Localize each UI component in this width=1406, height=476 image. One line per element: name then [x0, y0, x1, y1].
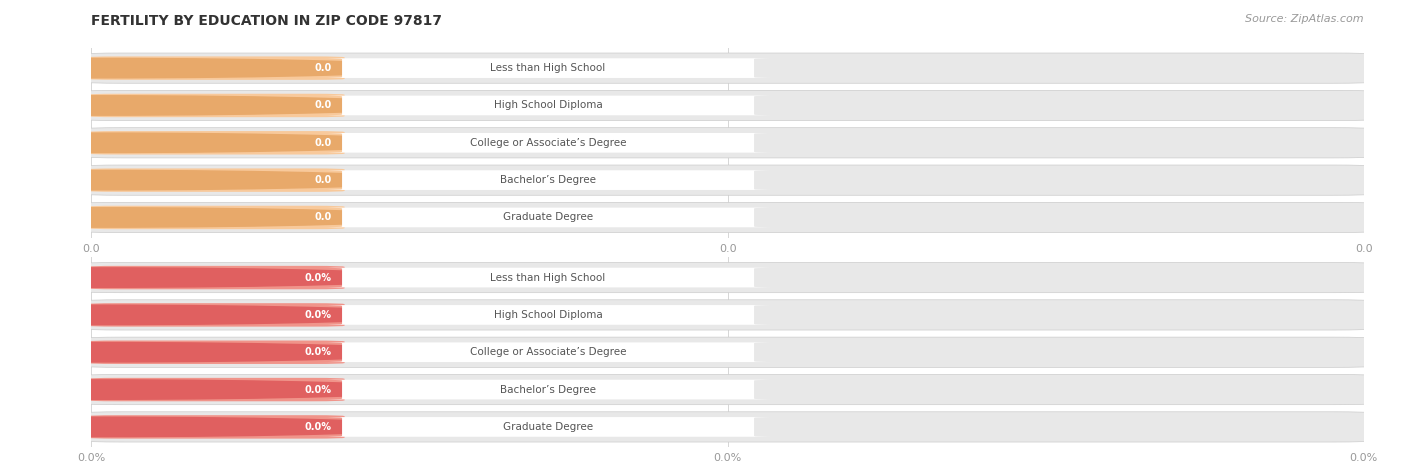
- FancyBboxPatch shape: [86, 303, 344, 327]
- Text: High School Diploma: High School Diploma: [494, 100, 602, 110]
- Text: Graduate Degree: Graduate Degree: [503, 422, 593, 432]
- FancyBboxPatch shape: [316, 96, 779, 115]
- FancyBboxPatch shape: [84, 375, 1371, 405]
- FancyBboxPatch shape: [84, 412, 1371, 442]
- Text: 0.0: 0.0: [315, 138, 332, 148]
- FancyBboxPatch shape: [316, 342, 779, 362]
- FancyBboxPatch shape: [86, 415, 344, 438]
- FancyBboxPatch shape: [86, 57, 344, 80]
- Text: 0.0%: 0.0%: [305, 347, 332, 357]
- Text: 0.0: 0.0: [315, 63, 332, 73]
- Circle shape: [0, 59, 429, 78]
- Circle shape: [0, 380, 429, 399]
- Circle shape: [0, 96, 429, 115]
- Text: 0.0: 0.0: [315, 212, 332, 222]
- FancyBboxPatch shape: [86, 378, 344, 401]
- Circle shape: [0, 343, 429, 362]
- FancyBboxPatch shape: [84, 165, 1371, 195]
- Text: 0.0%: 0.0%: [305, 273, 332, 283]
- Text: Bachelor’s Degree: Bachelor’s Degree: [501, 175, 596, 185]
- Text: Less than High School: Less than High School: [491, 63, 606, 73]
- FancyBboxPatch shape: [86, 169, 344, 192]
- FancyBboxPatch shape: [84, 53, 1371, 83]
- Text: Source: ZipAtlas.com: Source: ZipAtlas.com: [1246, 14, 1364, 24]
- Text: Less than High School: Less than High School: [491, 273, 606, 283]
- Text: College or Associate’s Degree: College or Associate’s Degree: [470, 138, 626, 148]
- FancyBboxPatch shape: [86, 340, 344, 364]
- FancyBboxPatch shape: [84, 128, 1371, 158]
- FancyBboxPatch shape: [84, 300, 1371, 330]
- FancyBboxPatch shape: [316, 268, 779, 288]
- Circle shape: [0, 170, 429, 190]
- Circle shape: [0, 417, 429, 436]
- Text: 0.0: 0.0: [315, 100, 332, 110]
- FancyBboxPatch shape: [84, 202, 1371, 233]
- FancyBboxPatch shape: [316, 170, 779, 190]
- Text: Bachelor’s Degree: Bachelor’s Degree: [501, 385, 596, 395]
- Text: FERTILITY BY EDUCATION IN ZIP CODE 97817: FERTILITY BY EDUCATION IN ZIP CODE 97817: [91, 14, 443, 28]
- FancyBboxPatch shape: [84, 262, 1371, 293]
- FancyBboxPatch shape: [84, 337, 1371, 367]
- FancyBboxPatch shape: [86, 94, 344, 117]
- Circle shape: [0, 133, 429, 152]
- Text: Graduate Degree: Graduate Degree: [503, 212, 593, 222]
- Text: High School Diploma: High School Diploma: [494, 310, 602, 320]
- FancyBboxPatch shape: [316, 305, 779, 325]
- FancyBboxPatch shape: [84, 90, 1371, 120]
- Text: 0.0: 0.0: [315, 175, 332, 185]
- Circle shape: [0, 268, 429, 288]
- FancyBboxPatch shape: [86, 206, 344, 229]
- FancyBboxPatch shape: [316, 380, 779, 399]
- FancyBboxPatch shape: [316, 133, 779, 153]
- Text: 0.0%: 0.0%: [305, 310, 332, 320]
- FancyBboxPatch shape: [316, 417, 779, 437]
- FancyBboxPatch shape: [86, 266, 344, 289]
- FancyBboxPatch shape: [316, 58, 779, 78]
- Circle shape: [0, 208, 429, 227]
- Circle shape: [0, 305, 429, 325]
- FancyBboxPatch shape: [86, 131, 344, 155]
- Text: 0.0%: 0.0%: [305, 385, 332, 395]
- Text: 0.0%: 0.0%: [305, 422, 332, 432]
- Text: College or Associate’s Degree: College or Associate’s Degree: [470, 347, 626, 357]
- FancyBboxPatch shape: [316, 208, 779, 228]
